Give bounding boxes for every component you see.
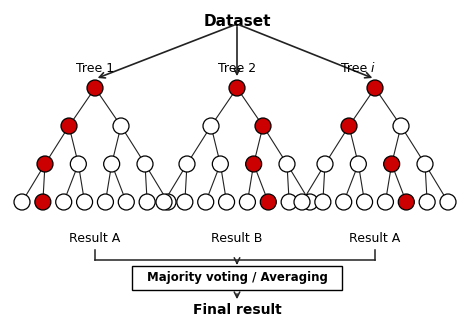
Circle shape bbox=[118, 194, 134, 210]
Circle shape bbox=[35, 194, 51, 210]
Text: Final result: Final result bbox=[192, 303, 282, 317]
Circle shape bbox=[198, 194, 214, 210]
Circle shape bbox=[14, 194, 30, 210]
Circle shape bbox=[203, 118, 219, 134]
Circle shape bbox=[139, 194, 155, 210]
Text: Tree 1: Tree 1 bbox=[76, 62, 114, 74]
Circle shape bbox=[440, 194, 456, 210]
Circle shape bbox=[70, 156, 86, 172]
Circle shape bbox=[255, 118, 271, 134]
Circle shape bbox=[367, 80, 383, 96]
Circle shape bbox=[61, 118, 77, 134]
Circle shape bbox=[336, 194, 352, 210]
Circle shape bbox=[281, 194, 297, 210]
Circle shape bbox=[113, 118, 129, 134]
Circle shape bbox=[219, 194, 235, 210]
Circle shape bbox=[417, 156, 433, 172]
Circle shape bbox=[377, 194, 393, 210]
Text: Result B: Result B bbox=[211, 232, 263, 244]
Text: Majority voting / Averaging: Majority voting / Averaging bbox=[146, 271, 328, 285]
Circle shape bbox=[294, 194, 310, 210]
Circle shape bbox=[177, 194, 193, 210]
Circle shape bbox=[156, 194, 172, 210]
Circle shape bbox=[56, 194, 72, 210]
Circle shape bbox=[87, 80, 103, 96]
Circle shape bbox=[279, 156, 295, 172]
Circle shape bbox=[419, 194, 435, 210]
Circle shape bbox=[229, 80, 245, 96]
Text: Tree 2: Tree 2 bbox=[218, 62, 256, 74]
Circle shape bbox=[350, 156, 366, 172]
Circle shape bbox=[398, 194, 414, 210]
Circle shape bbox=[383, 156, 400, 172]
Circle shape bbox=[356, 194, 373, 210]
Text: Result A: Result A bbox=[349, 232, 401, 244]
Circle shape bbox=[393, 118, 409, 134]
Circle shape bbox=[37, 156, 53, 172]
Circle shape bbox=[212, 156, 228, 172]
Circle shape bbox=[160, 194, 176, 210]
Circle shape bbox=[239, 194, 255, 210]
Text: Result A: Result A bbox=[69, 232, 120, 244]
Circle shape bbox=[260, 194, 276, 210]
Circle shape bbox=[341, 118, 357, 134]
Text: Dataset: Dataset bbox=[203, 14, 271, 29]
Circle shape bbox=[246, 156, 262, 172]
Circle shape bbox=[98, 194, 113, 210]
Circle shape bbox=[104, 156, 119, 172]
Circle shape bbox=[77, 194, 92, 210]
Circle shape bbox=[315, 194, 331, 210]
Circle shape bbox=[317, 156, 333, 172]
Circle shape bbox=[179, 156, 195, 172]
Text: i: i bbox=[371, 62, 374, 74]
Text: Tree: Tree bbox=[341, 62, 371, 74]
Circle shape bbox=[302, 194, 318, 210]
Circle shape bbox=[137, 156, 153, 172]
FancyBboxPatch shape bbox=[132, 266, 342, 290]
